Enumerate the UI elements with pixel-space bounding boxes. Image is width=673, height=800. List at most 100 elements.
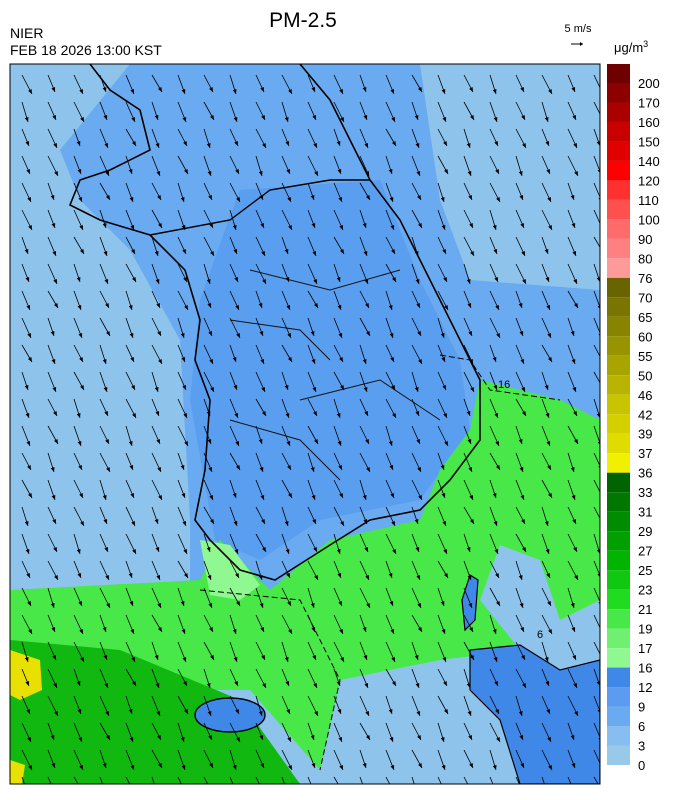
wind-arrow-head	[574, 711, 578, 716]
unit: μg/m3	[614, 39, 648, 55]
wind-arrow-head	[496, 197, 500, 202]
wind-arrow-head	[80, 117, 84, 122]
wind-arrow-head	[233, 249, 238, 254]
wind-arrow-head	[391, 789, 395, 794]
wind-arrow-head	[208, 195, 212, 200]
wind-arrow-head	[522, 547, 526, 552]
wind-arrow-head	[600, 521, 604, 526]
wind-arrow	[541, 776, 545, 784]
wind-arrow-head	[570, 735, 575, 740]
coastline	[68, 64, 481, 581]
wind-arrow-head	[311, 495, 316, 500]
wind-arrow-head	[233, 789, 237, 794]
wind-arrow	[489, 776, 494, 784]
jeju-island	[194, 697, 266, 733]
wind-arrow-head	[132, 413, 136, 418]
wind-arrow-head	[314, 171, 318, 176]
wind-arrow-head	[597, 573, 600, 578]
wind-arrow-head	[206, 143, 211, 148]
colorbar-box	[607, 219, 630, 239]
wind-arrow-head	[158, 495, 162, 500]
wind-arrow	[593, 74, 600, 89]
yellow-region	[10, 760, 25, 784]
wind-arrow-head	[416, 303, 420, 308]
wind-arrow-head	[288, 765, 292, 770]
wind-arrow-head	[286, 441, 291, 446]
wind-arrow-head	[547, 601, 551, 606]
wind-arrow-head	[260, 359, 265, 364]
colorbar-label: 3	[638, 739, 645, 754]
colorbar-box	[607, 297, 630, 317]
wind-arrow-head	[156, 711, 161, 716]
wind-arrow-head	[155, 791, 159, 795]
wind-arrow-head	[597, 169, 600, 173]
wind-arrow-head	[415, 683, 420, 688]
wind-arrow-head	[417, 87, 422, 92]
wind-arrow-head	[388, 441, 393, 446]
wind-arrow-head	[521, 655, 525, 660]
wind-arrow-head	[469, 495, 473, 500]
wind-arrow-head	[443, 141, 447, 146]
wind-arrow-head	[52, 115, 56, 120]
wind-arrow-head	[261, 655, 265, 660]
wind-arrow-head	[26, 305, 31, 310]
unit-base: μg/m	[614, 40, 643, 55]
wind-arrow-head	[259, 195, 264, 200]
wind-arrow-head	[157, 735, 161, 740]
wind-arrow-head	[79, 249, 84, 254]
wind-arrow-head	[391, 249, 395, 254]
wind-arrow-head	[155, 683, 160, 688]
wind-arrow-head	[180, 601, 185, 606]
wind-arrow-head	[80, 789, 84, 794]
wind-arrow-head	[28, 493, 32, 498]
map: 16 6	[9, 63, 604, 795]
wind-arrow	[593, 506, 600, 520]
wind-arrow-head	[184, 441, 188, 446]
wind-arrow	[229, 776, 234, 784]
colorbar-label: 76	[638, 271, 652, 286]
wind-arrow-head	[130, 629, 135, 634]
wind-arrow-head	[520, 627, 524, 632]
wind-arrow-head	[106, 467, 110, 472]
colorbar-label: 31	[638, 505, 652, 520]
wind-arrow-head	[184, 169, 188, 174]
wind-arrow-head	[546, 305, 551, 310]
wind-arrow-head	[260, 87, 264, 92]
wind-arrow-head	[547, 197, 551, 202]
wind-arrow-head	[53, 279, 57, 284]
wind-arrow-head	[416, 439, 420, 444]
wind-arrow	[177, 776, 182, 784]
colorbar-label: 150	[638, 134, 660, 149]
wind-arrow-head	[362, 763, 367, 768]
wind-arrow-head	[339, 765, 343, 770]
colorbar-label: 42	[638, 407, 652, 422]
wind-arrow-head	[158, 223, 162, 228]
wind-arrow-head	[77, 709, 82, 714]
unit-power: 3	[643, 39, 648, 49]
wind-arrow-head	[470, 387, 474, 392]
wind-arrow	[99, 776, 104, 784]
wind-arrow-head	[573, 303, 578, 308]
wind-arrow-head	[51, 87, 56, 92]
wind-arrow-head	[596, 141, 600, 146]
wind-arrow-head	[417, 195, 421, 200]
wind-arrow-head	[284, 117, 289, 122]
wind-arrow-head	[286, 305, 291, 310]
wind-arrow-head	[417, 467, 421, 472]
wind-arrow-head	[547, 357, 552, 362]
wind-arrow-head	[52, 251, 57, 256]
wind-arrow-head	[155, 279, 160, 284]
wind-arrow-head	[492, 493, 497, 498]
wind-arrow-head	[236, 333, 240, 338]
wind-arrow-head	[443, 573, 448, 578]
wind-arrow-head	[600, 789, 604, 794]
wind-arrow-head	[51, 627, 56, 632]
wind-arrow-head	[54, 439, 58, 444]
wind-arrow-head	[494, 549, 499, 554]
wind-arrow-head	[182, 249, 186, 254]
wind-arrow	[593, 371, 600, 384]
wind-arrow-head	[521, 115, 525, 120]
wind-arrow-head	[314, 711, 318, 716]
colorbar-label: 37	[638, 446, 652, 461]
wind-arrows	[21, 74, 604, 795]
